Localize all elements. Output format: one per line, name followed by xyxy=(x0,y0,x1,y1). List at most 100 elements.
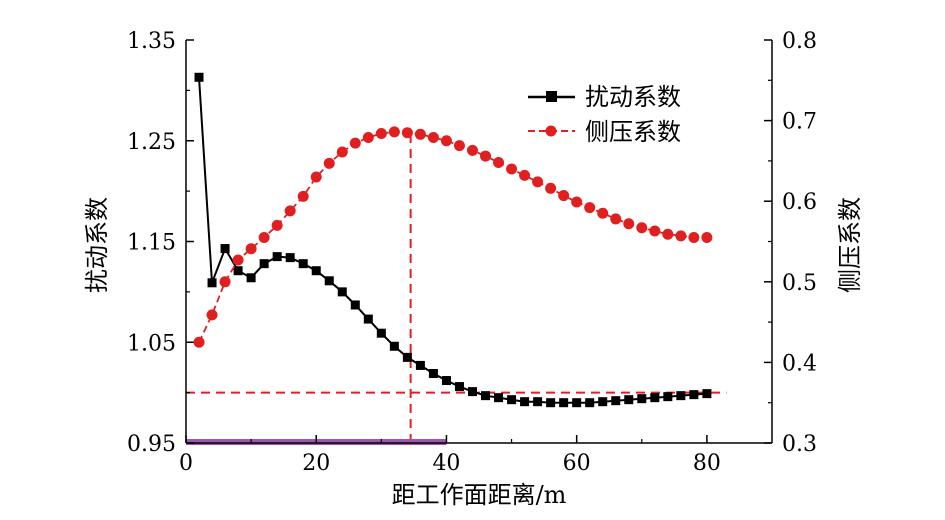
lateral-point xyxy=(297,190,309,202)
x-tick-label: 60 xyxy=(563,451,591,476)
legend-marker-disturbance xyxy=(546,91,557,102)
disturbance-point xyxy=(272,252,282,262)
disturbance-point xyxy=(572,398,582,408)
y2-tick-label: 0.4 xyxy=(782,351,817,376)
lateral-point xyxy=(193,336,205,348)
lateral-point xyxy=(558,190,570,202)
disturbance-point xyxy=(415,360,425,370)
disturbance-point xyxy=(194,72,204,82)
disturbance-point xyxy=(598,397,608,407)
disturbance-point xyxy=(376,328,386,338)
lateral-point xyxy=(245,243,257,255)
axes: 0 20 40 60 80 0.95 1.05 1.15 1.25 1.35 0.3 0.4 0.5 0.… xyxy=(127,29,817,476)
lateral-point xyxy=(232,254,244,266)
legend: 扰动系数 侧压系数 xyxy=(528,83,681,146)
lateral-point xyxy=(284,205,296,217)
lateral-point xyxy=(414,128,426,140)
lateral-point xyxy=(662,228,674,240)
y-tick-label: 1.15 xyxy=(127,231,176,256)
disturbance-point xyxy=(350,300,360,310)
disturbance-point xyxy=(220,244,230,254)
lateral-series-line xyxy=(198,130,707,343)
disturbance-point xyxy=(637,394,647,404)
lateral-point xyxy=(519,169,531,181)
x-tick-label: 40 xyxy=(432,451,460,476)
legend-label-lateral: 侧压系数 xyxy=(585,118,681,146)
lateral-point xyxy=(271,219,283,231)
lateral-point xyxy=(349,137,361,149)
y2-tick-label: 0.7 xyxy=(782,110,817,135)
lateral-point xyxy=(597,207,609,219)
disturbance-point xyxy=(207,278,217,288)
disturbance-point xyxy=(533,397,543,407)
x-axis-title: 距工作面距离/m xyxy=(392,481,567,509)
lateral-point xyxy=(206,309,218,321)
disturbance-point xyxy=(546,398,556,408)
disturbance-point xyxy=(559,398,569,408)
x-tick-label: 0 xyxy=(179,451,193,476)
disturbance-point xyxy=(585,398,595,408)
disturbance-point xyxy=(467,387,477,397)
lateral-point xyxy=(584,202,596,214)
x-tick-label: 20 xyxy=(302,451,330,476)
lateral-point xyxy=(532,176,544,188)
disturbance-point xyxy=(663,392,673,402)
disturbance-point xyxy=(246,273,256,283)
disturbance-point xyxy=(363,314,373,324)
lateral-point xyxy=(310,171,322,183)
lateral-point xyxy=(649,225,661,237)
y2-tick-label: 0.6 xyxy=(782,190,817,215)
lateral-point xyxy=(466,144,478,156)
lateral-point xyxy=(506,163,518,175)
disturbance-point xyxy=(402,352,412,362)
lateral-point xyxy=(440,135,452,147)
disturbance-point xyxy=(454,382,464,392)
disturbance-point xyxy=(650,393,660,403)
disturbance-point xyxy=(481,391,491,401)
disturbance-series-line xyxy=(198,77,707,404)
lateral-point xyxy=(427,132,439,144)
lateral-point xyxy=(493,157,505,169)
disturbance-point xyxy=(389,341,399,351)
y2-axis-title: 侧压系数 xyxy=(836,197,864,293)
disturbance-point xyxy=(298,259,308,269)
lateral-point xyxy=(453,140,465,152)
y-axis-title: 扰动系数 xyxy=(83,197,111,293)
legend-label-disturbance: 扰动系数 xyxy=(585,83,681,111)
disturbance-point xyxy=(324,276,334,286)
reference-lines xyxy=(186,131,727,443)
disturbance-point xyxy=(494,393,504,403)
disturbance-point xyxy=(441,376,451,386)
lateral-point xyxy=(688,231,700,243)
disturbance-point xyxy=(259,259,269,269)
lateral-point xyxy=(375,127,387,139)
lateral-point xyxy=(323,157,335,169)
lateral-point xyxy=(571,196,583,208)
lateral-point xyxy=(362,132,374,144)
y-tick-label: 1.25 xyxy=(127,130,176,155)
y2-tick-label: 0.3 xyxy=(782,432,817,457)
lateral-point xyxy=(219,276,231,288)
lateral-point xyxy=(675,230,687,242)
disturbance-point xyxy=(702,389,712,399)
y-tick-label: 0.95 xyxy=(127,432,176,457)
disturbance-point xyxy=(676,391,686,401)
lateral-point xyxy=(701,231,713,243)
disturbance-point xyxy=(611,396,621,406)
lateral-point xyxy=(258,231,270,243)
lateral-point xyxy=(401,127,413,139)
disturbance-point xyxy=(285,253,295,263)
x-tick-label: 80 xyxy=(693,451,721,476)
lateral-point xyxy=(388,126,400,138)
disturbance-point xyxy=(624,395,634,405)
lateral-point xyxy=(610,213,622,225)
y-tick-label: 1.35 xyxy=(127,29,176,54)
y2-tick-label: 0.5 xyxy=(782,271,817,296)
disturbance-point xyxy=(689,390,699,400)
lateral-point xyxy=(545,182,557,194)
disturbance-point xyxy=(520,397,530,407)
lateral-point xyxy=(336,146,348,158)
lateral-point xyxy=(480,150,492,162)
disturbance-point xyxy=(311,266,321,276)
